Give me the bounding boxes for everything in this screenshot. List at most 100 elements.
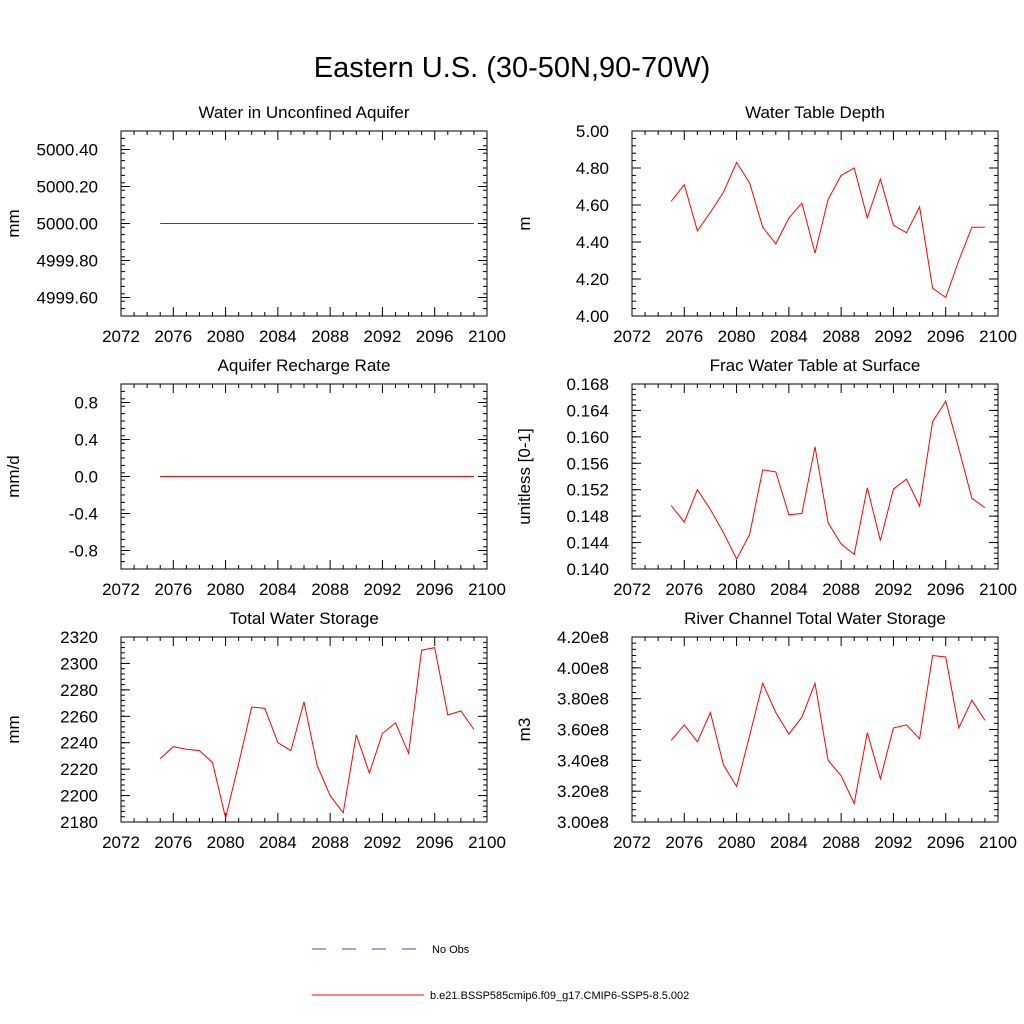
- y-tick-label: 3.00e8: [557, 813, 609, 832]
- y-tick-label: 0.148: [566, 507, 609, 526]
- x-tick-label: 2096: [927, 327, 965, 346]
- y-tick-label: 0.144: [566, 534, 609, 553]
- x-tick-label: 2096: [416, 327, 454, 346]
- y-tick-label: 4.80: [576, 159, 609, 178]
- y-axis-label: m3: [515, 718, 534, 742]
- x-tick-label: 2100: [979, 833, 1017, 852]
- x-tick-label: 2072: [613, 580, 651, 599]
- x-tick-label: 2076: [154, 327, 192, 346]
- x-tick-label: 2076: [665, 327, 703, 346]
- x-tick-label: 2084: [770, 580, 808, 599]
- series-line-1: [670, 399, 986, 561]
- chart-panel-3: Aquifer Recharge Rate mm/d 2072 2076 2080 208…: [4, 356, 506, 599]
- x-tick-label: 2076: [154, 580, 192, 599]
- panel-title: Aquifer Recharge Rate: [218, 356, 391, 375]
- y-tick-label: 5000.00: [37, 215, 98, 234]
- x-tick-label: 2096: [416, 833, 454, 852]
- plot-frame: [120, 636, 488, 823]
- x-tick-label: 2092: [875, 327, 913, 346]
- panel-title: Total Water Storage: [229, 609, 379, 628]
- x-tick-label: 2084: [259, 833, 297, 852]
- x-tick-label: 2076: [154, 833, 192, 852]
- y-tick-label: 4999.80: [37, 252, 98, 271]
- y-tick-label: 4.60: [576, 196, 609, 215]
- x-tick-label: 2072: [102, 580, 140, 599]
- y-tick-label: 3.60e8: [557, 721, 609, 740]
- x-tick-label: 2088: [311, 580, 349, 599]
- y-tick-label: 2240: [60, 734, 98, 753]
- x-tick-label: 2100: [979, 327, 1017, 346]
- y-axis-label: mm/d: [4, 455, 23, 498]
- series-line-1: [159, 647, 475, 819]
- y-tick-label: 2200: [60, 787, 98, 806]
- chart-panel-2: Water Table Depth m 2072 2076 2080 2084 2088 20…: [515, 103, 1017, 346]
- x-tick-label: 2096: [927, 833, 965, 852]
- x-tick-label: 2096: [416, 580, 454, 599]
- x-tick-label: 2092: [875, 833, 913, 852]
- y-tick-label: 2320: [60, 628, 98, 647]
- legend: No Obs b.e21.BSSP585cmip6.f09_g17.CMIP6-…: [312, 944, 689, 1002]
- x-tick-label: 2072: [613, 327, 651, 346]
- x-tick-label: 2080: [718, 580, 756, 599]
- legend-obs-label: No Obs: [432, 944, 470, 956]
- x-tick-label: 2076: [665, 580, 703, 599]
- x-tick-label: 2088: [311, 833, 349, 852]
- x-tick-label: 2072: [613, 833, 651, 852]
- y-tick-label: 2280: [60, 681, 98, 700]
- plot-frame: [631, 130, 999, 317]
- y-tick-label: 3.20e8: [557, 782, 609, 801]
- y-tick-label: 4.20e8: [557, 628, 609, 647]
- y-tick-label: 0.8: [74, 394, 98, 413]
- panel-title: Frac Water Table at Surface: [710, 356, 921, 375]
- y-tick-label: -0.4: [69, 505, 98, 524]
- x-tick-label: 2076: [665, 833, 703, 852]
- panel-title: Water Table Depth: [745, 103, 885, 122]
- y-tick-label: 2300: [60, 654, 98, 673]
- y-axis-label: mm: [4, 209, 23, 237]
- y-tick-label: 4.20: [576, 270, 609, 289]
- x-tick-label: 2100: [468, 833, 506, 852]
- panel-title: River Channel Total Water Storage: [684, 609, 946, 628]
- x-tick-label: 2088: [822, 327, 860, 346]
- x-tick-label: 2088: [311, 327, 349, 346]
- y-tick-label: 3.40e8: [557, 751, 609, 770]
- y-tick-label: 0.152: [566, 481, 609, 500]
- chart-panel-1: Water in Unconfined Aquifer mm 2072 2076 208…: [4, 103, 506, 346]
- x-tick-label: 2072: [102, 327, 140, 346]
- y-tick-label: 0.160: [566, 428, 609, 447]
- series-line-1: [670, 161, 985, 299]
- x-tick-label: 2084: [259, 580, 297, 599]
- series-line-1: [670, 654, 986, 806]
- x-tick-label: 2084: [259, 327, 297, 346]
- x-tick-label: 2084: [770, 327, 808, 346]
- plot-frame: [631, 636, 999, 823]
- chart-panel-6: River Channel Total Water Storage m3 2072 2…: [515, 609, 1017, 852]
- y-tick-label: 5000.40: [37, 141, 98, 160]
- y-tick-label: 5.00: [576, 122, 609, 141]
- x-tick-label: 2100: [468, 580, 506, 599]
- y-tick-label: 2180: [60, 813, 98, 832]
- x-tick-label: 2088: [822, 833, 860, 852]
- y-tick-label: 4.00: [576, 307, 609, 326]
- y-tick-label: 2260: [60, 707, 98, 726]
- x-tick-label: 2092: [364, 580, 402, 599]
- legend-model-label: b.e21.BSSP585cmip6.f09_g17.CMIP6-SSP5-8.…: [430, 990, 689, 1002]
- x-tick-label: 2092: [364, 833, 402, 852]
- y-tick-label: 4.40: [576, 233, 609, 252]
- x-tick-label: 2084: [770, 833, 808, 852]
- page-title: Eastern U.S. (30-50N,90-70W): [313, 52, 711, 84]
- y-tick-label: 5000.20: [37, 178, 98, 197]
- y-tick-label: -0.8: [69, 542, 98, 561]
- x-tick-label: 2072: [102, 833, 140, 852]
- y-tick-label: 0.164: [566, 401, 609, 420]
- x-tick-label: 2100: [979, 580, 1017, 599]
- x-tick-label: 2088: [822, 580, 860, 599]
- x-tick-label: 2080: [207, 833, 245, 852]
- x-tick-label: 2100: [468, 327, 506, 346]
- y-tick-label: 4999.60: [37, 289, 98, 308]
- y-tick-label: 0.0: [74, 468, 98, 487]
- x-tick-label: 2080: [207, 327, 245, 346]
- chart-panel-5: Total Water Storage mm 2072 2076 2080 2084 208…: [4, 609, 506, 852]
- y-tick-label: 2220: [60, 760, 98, 779]
- x-tick-label: 2092: [875, 580, 913, 599]
